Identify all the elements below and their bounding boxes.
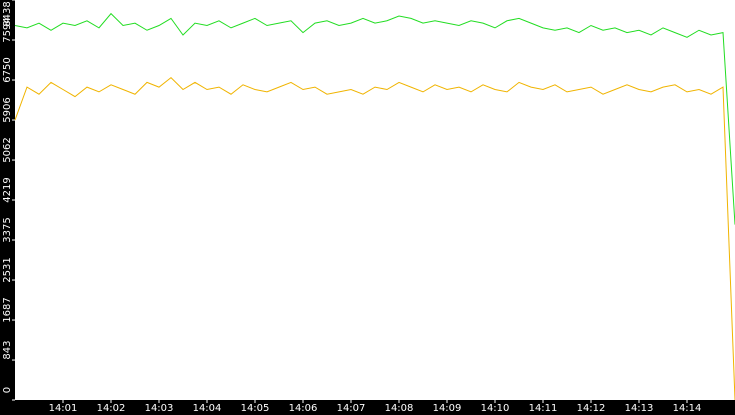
series-line (14, 12, 735, 225)
y-tick-label: 1687 (2, 297, 13, 322)
y-tick-label: 5906 (2, 97, 13, 122)
y-tick-label: 6750 (2, 57, 13, 82)
y-tick-label: 0 (2, 387, 13, 393)
x-tick-label: 14:01 (49, 403, 78, 414)
x-tick-label: 14:07 (337, 403, 366, 414)
x-tick-label: 14:06 (289, 403, 318, 414)
y-tick-label: 3375 (2, 217, 13, 242)
x-tick-label: 14:10 (481, 403, 510, 414)
x-tick-label: 14:11 (529, 403, 558, 414)
y-tick-label: 843 (2, 340, 13, 359)
y-tick-label: 7594 (2, 17, 13, 42)
y-tick-label: 5062 (2, 137, 13, 162)
y-tick-label: 4219 (2, 177, 13, 202)
y-tick-label: 2531 (2, 257, 13, 282)
x-tick-label: 14:02 (97, 403, 126, 414)
x-tick-label: 14:04 (193, 403, 222, 414)
y-tick-label: 8438 (2, 1, 13, 26)
x-tick-label: 14:12 (577, 403, 606, 414)
x-tick-label: 14:13 (625, 403, 654, 414)
series-line (14, 76, 735, 401)
x-tick-label: 14:03 (145, 403, 174, 414)
x-tick-label: 14:08 (385, 403, 414, 414)
plot-area (15, 0, 735, 400)
x-tick-label: 14:05 (241, 403, 270, 414)
x-tick-label: 14:09 (433, 403, 462, 414)
x-tick-label: 14:14 (673, 403, 702, 414)
